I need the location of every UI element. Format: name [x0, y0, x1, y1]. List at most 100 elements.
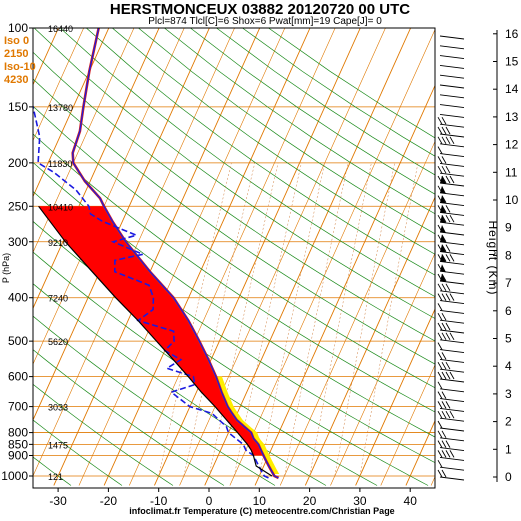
wind-barb-staff	[439, 309, 465, 314]
wind-barb-feather	[437, 283, 443, 292]
wind-barb-staff	[439, 358, 465, 363]
dry-adiabat-line	[164, 28, 435, 215]
axis-labels: -30 -20 -10 0 10 20 30 401001502002503004005006…	[1, 21, 518, 508]
dry-adiabat-line	[59, 28, 435, 298]
isotherm-line	[33, 28, 135, 254]
wind-barb-staff	[439, 368, 465, 373]
wind-barb-feather	[437, 381, 443, 390]
height-tick-label: 16	[505, 27, 519, 41]
wind-barb-pennant	[440, 195, 446, 204]
wind-barb-feather	[437, 332, 443, 341]
dry-adiabat-line	[33, 105, 435, 389]
wind-barb-feather	[441, 165, 447, 174]
wind-barb-feather	[437, 116, 443, 125]
isotherm-line	[78, 28, 286, 486]
isotherm-line	[405, 419, 435, 486]
wind-barb-feather	[441, 322, 447, 331]
wind-barb-staff	[439, 74, 465, 79]
x-tick-label: 40	[404, 494, 418, 508]
dry-adiabat-line	[33, 51, 435, 342]
y-tick-label: 600	[8, 370, 28, 384]
y-tick-label: 150	[8, 100, 28, 114]
wind-barb-staff	[439, 339, 465, 344]
iso0-height: 2150	[4, 48, 28, 60]
chart-subtitle: Plcl=874 Tlcl[C]=6 Shox=6 Pwat[mm]=19 Ca…	[148, 16, 382, 27]
wind-barb-feather	[449, 371, 455, 380]
wind-barb-feather	[441, 450, 447, 458]
wind-barb-feather	[445, 361, 451, 370]
wind-barb-feather	[437, 420, 443, 429]
wind-barb-staff	[439, 476, 465, 481]
wind-barb-staff	[439, 35, 465, 40]
y-tick-label: 1000	[1, 469, 28, 483]
moist-adiabat-line	[359, 162, 419, 477]
wind-barb-staff	[439, 84, 465, 89]
chart-footer: infoclimat.fr Temperature (C) meteocentr…	[129, 506, 394, 516]
altitude-label: 3033	[48, 403, 68, 413]
wind-barb-feather	[441, 205, 447, 213]
wind-barb-feather	[441, 430, 447, 439]
wind-barb-feather	[445, 175, 451, 184]
wind-barb-pennant	[440, 234, 446, 243]
wind-barb-feather	[449, 136, 455, 145]
y-tick-label: 700	[8, 400, 28, 414]
dry-adiabat-line	[33, 315, 276, 486]
isotherm-line	[33, 28, 160, 310]
wind-barb-feather	[437, 391, 443, 399]
height-tick-label: 12	[505, 138, 519, 152]
height-tick-label: 3	[505, 387, 512, 401]
wind-barb-feather	[437, 440, 443, 448]
wind-barb-feather	[445, 332, 451, 341]
wind-barb-feather	[437, 146, 443, 154]
wind-barb-pennant	[440, 205, 446, 214]
wind-barb-feather	[449, 332, 455, 341]
wind-barb-feather	[441, 283, 447, 292]
dry-adiabat-line	[33, 133, 435, 413]
height-tick-label: 10	[505, 193, 519, 207]
wind-barb-staff	[439, 427, 465, 432]
wind-barb-feather	[441, 244, 447, 252]
isotherm-line	[204, 28, 412, 486]
wind-barb-feather	[445, 165, 451, 174]
wind-barbs	[437, 35, 465, 481]
wind-barb-feather	[445, 371, 451, 380]
wind-barb-feather	[449, 214, 455, 223]
moist-adiabat-line	[334, 162, 395, 477]
height-tick-label: 15	[505, 55, 519, 69]
altitude-label: 5620	[48, 337, 68, 347]
y-tick-label: 850	[8, 437, 28, 451]
wind-barb-feather	[437, 450, 443, 458]
wind-barb-feather	[441, 361, 447, 370]
dry-adiabat-line	[138, 28, 435, 235]
isotherm-line	[229, 28, 435, 486]
wind-barb-feather	[445, 293, 451, 301]
wind-barb-feather	[441, 234, 447, 243]
wind-barb-feather	[445, 410, 451, 419]
wind-barb-feather	[449, 410, 455, 419]
dry-adiabat-line	[33, 28, 435, 319]
dry-adiabat-line	[33, 78, 435, 365]
isotherm-line	[330, 252, 435, 486]
isotherm-line	[254, 84, 435, 486]
height-tick-label: 9	[505, 221, 512, 235]
y-tick-label: 800	[8, 426, 28, 440]
wind-barb-staff	[439, 329, 465, 334]
wind-barb-feather	[445, 126, 451, 135]
wind-barb-feather	[437, 126, 443, 135]
wind-barb-feather	[437, 361, 443, 370]
x-tick-label: 20	[303, 494, 317, 508]
wind-barb-feather	[449, 254, 455, 262]
wind-barb-pennant	[440, 185, 446, 194]
altitude-label: 1475	[48, 440, 68, 450]
wind-barb-feather	[449, 293, 455, 301]
wind-barb-staff	[439, 290, 465, 295]
wind-barb-feather	[441, 156, 447, 164]
profile-traces	[33, 28, 280, 480]
wind-barb-feather	[437, 165, 443, 174]
dry-adiabat-line	[242, 28, 435, 157]
wind-barb-staff	[439, 143, 465, 148]
wind-barb-staff	[439, 104, 465, 109]
cape-cin-areas	[38, 206, 280, 474]
height-axis-title: Height (Km)	[486, 220, 500, 295]
wind-barb-staff	[439, 64, 465, 69]
